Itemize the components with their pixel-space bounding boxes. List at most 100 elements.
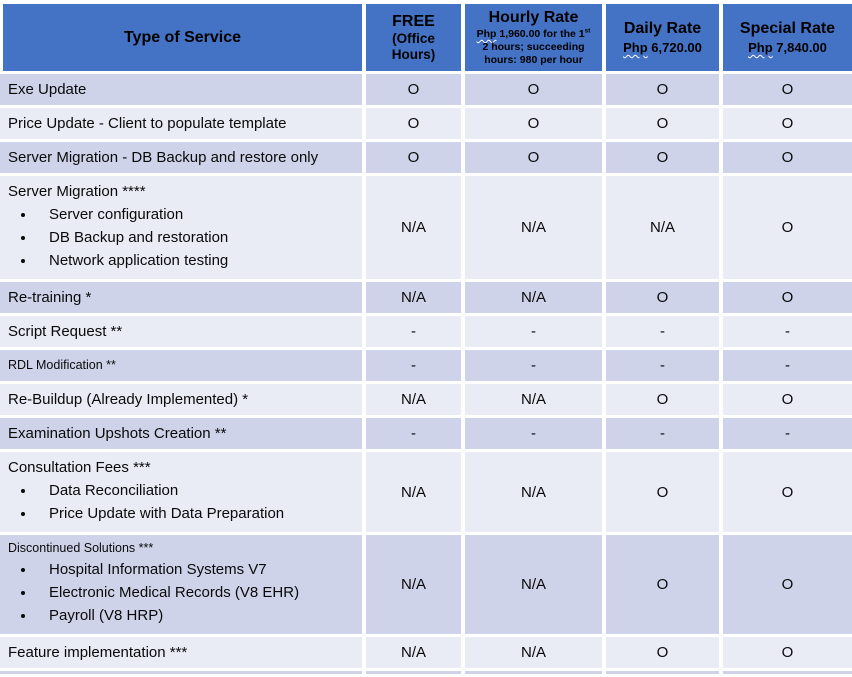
rate-value-cell: O [719,381,852,415]
service-cell: RDL Modification ** [0,347,362,381]
rate-value-cell: N/A [362,381,461,415]
rate-value-cell: O [719,634,852,668]
service-bullet-item: Hospital Information Systems V7 [36,558,354,581]
service-cell: Discontinued Solutions *** Hospital Infor… [0,532,362,634]
service-name: Exe Update [8,81,87,98]
service-name: Discontinued Solutions *** [8,541,154,555]
table-row: Price Update - Client to populate templa… [0,105,852,139]
currency-label: Php [623,40,648,55]
rate-detail-text: 1,960.00 for the 1 [496,28,585,40]
service-bullet-list: Data ReconciliationPrice Update with Dat… [8,479,354,525]
table-row: Feature implementation *** N/A N/A O O [0,634,852,668]
rate-value-cell: - [602,415,719,449]
service-name: Server Migration - DB Backup and restore… [8,149,319,166]
service-bullet-list: Hospital Information Systems V7Electroni… [8,558,354,627]
rate-value-cell: N/A [362,279,461,313]
partial-cutoff-cell [0,668,362,674]
service-cell: Server Migration **** Server configuratio… [0,173,362,279]
header-title: FREE [392,13,435,30]
header-subtitle: Php 7,840.00 [727,40,848,56]
rate-value-cell: O [602,634,719,668]
service-cell: Re-Buildup (Already Implemented) * [0,381,362,415]
rate-value-cell: O [362,139,461,173]
rate-amount: 6,720.00 [647,40,702,55]
rate-value-cell: N/A [362,634,461,668]
service-cell: Examination Upshots Creation ** [0,415,362,449]
partial-cutoff-cell [602,668,719,674]
rate-value-cell: O [719,71,852,105]
header-hourly-rate: Hourly Rate Php 1,960.00 for the 1st 2 h… [461,0,602,71]
table-row: Re-Buildup (Already Implemented) * N/A N/A… [0,381,852,415]
rate-value-cell: N/A [362,449,461,532]
rate-value-cell: N/A [461,173,602,279]
rate-amount: 7,840.00 [772,40,827,55]
rate-value-cell: O [602,105,719,139]
rate-value-cell: O [602,449,719,532]
header-subtitle: Php 1,960.00 for the 1st 2 hours; succee… [469,28,598,67]
rate-table-body: Exe Update O O O O Price Update - Client to p… [0,71,852,674]
rate-value-cell: - [461,347,602,381]
service-name: Examination Upshots Creation ** [8,425,227,442]
rate-value-cell: - [602,347,719,381]
rate-value-cell: O [362,105,461,139]
service-name: Price Update - Client to populate templa… [8,115,287,132]
rate-value-cell: O [602,381,719,415]
service-cell: Price Update - Client to populate templa… [0,105,362,139]
table-row: Script Request ** - - - - [0,313,852,347]
service-bullet-item: Server configuration [36,203,354,226]
rate-value-cell: N/A [461,634,602,668]
rate-value-cell: N/A [602,173,719,279]
partial-cutoff-row [0,668,852,674]
rate-detail-text: 2 hours; succeeding hours: 980 per hour [482,41,585,66]
service-name: Re-Buildup (Already Implemented) * [8,391,249,408]
header-daily-rate: Daily Rate Php 6,720.00 [602,0,719,71]
partial-cutoff-cell [362,668,461,674]
rate-value-cell: O [719,449,852,532]
service-name: Script Request ** [8,323,123,340]
header-title: Special Rate [739,20,836,37]
service-bullet-item: Data Reconciliation [36,479,354,502]
rate-value-cell: - [719,313,852,347]
service-name: Re-training * [8,289,92,306]
table-row: Exe Update O O O O [0,71,852,105]
rate-value-cell: N/A [362,532,461,634]
header-type-of-service: Type of Service [0,0,362,71]
service-name: Server Migration **** [8,183,146,200]
rate-value-cell: O [719,139,852,173]
table-row: Server Migration **** Server configuratio… [0,173,852,279]
rate-value-cell: N/A [461,381,602,415]
service-cell: Re-training * [0,279,362,313]
rate-value-cell: - [362,313,461,347]
rate-value-cell: N/A [461,449,602,532]
service-name: Consultation Fees *** [8,459,151,476]
table-row: Discontinued Solutions *** Hospital Infor… [0,532,852,634]
header-title: Hourly Rate [488,9,579,26]
service-bullet-list: Server configurationDB Backup and restor… [8,203,354,272]
service-cell: Feature implementation *** [0,634,362,668]
currency-label: Php [476,28,497,40]
partial-cutoff-cell [461,668,602,674]
rate-value-cell: N/A [461,532,602,634]
service-bullet-item: Network application testing [36,249,354,272]
rate-value-cell: O [719,105,852,139]
service-bullet-item: DB Backup and restoration [36,226,354,249]
rate-value-cell: O [461,71,602,105]
currency-label: Php [748,40,773,55]
rate-value-cell: - [602,313,719,347]
service-bullet-item: Price Update with Data Preparation [36,502,354,525]
rate-value-cell: - [461,313,602,347]
rate-value-cell: O [602,139,719,173]
partial-cutoff-cell [719,668,852,674]
rate-value-cell: O [602,532,719,634]
rate-value-cell: O [719,532,852,634]
rate-value-cell: O [461,105,602,139]
rate-value-cell: N/A [461,279,602,313]
header-special-rate: Special Rate Php 7,840.00 [719,0,852,71]
header-row: Type of Service FREE (Office Hours) Hour… [0,0,852,71]
rate-value-cell: O [602,279,719,313]
table-row: RDL Modification ** - - - - [0,347,852,381]
header-subtitle: (Office Hours) [391,31,436,62]
rate-value-cell: O [719,173,852,279]
service-cell: Script Request ** [0,313,362,347]
